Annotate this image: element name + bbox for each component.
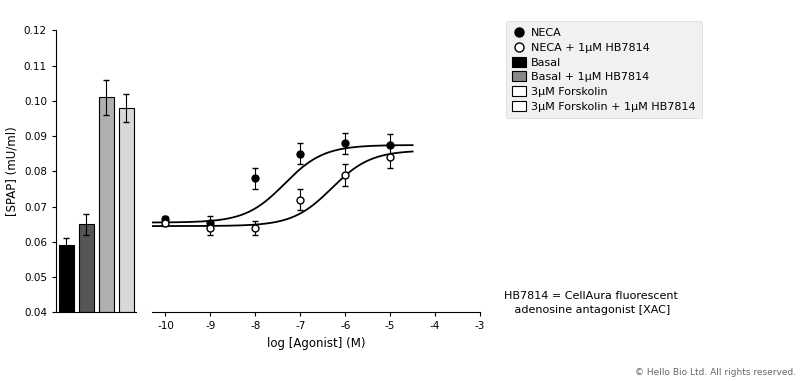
Bar [58,245,74,312]
Y-axis label: [SPAP] (mU/ml): [SPAP] (mU/ml) [6,126,18,216]
Bar [98,98,114,312]
Legend: NECA, NECA + 1μM HB7814, Basal, Basal + 1μM HB7814, 3μM Forskolin, 3μM Forskolin: NECA, NECA + 1μM HB7814, Basal, Basal + … [506,21,702,118]
Text: © Hello Bio Ltd. All rights reserved.: © Hello Bio Ltd. All rights reserved. [635,368,796,377]
Bar [118,108,134,312]
Text: HB7814 = CellAura fluorescent
   adenosine antagonist [XAC]: HB7814 = CellAura fluorescent adenosine … [504,291,678,315]
X-axis label: log [Agonist] (M): log [Agonist] (M) [266,337,366,350]
Bar [78,224,94,312]
